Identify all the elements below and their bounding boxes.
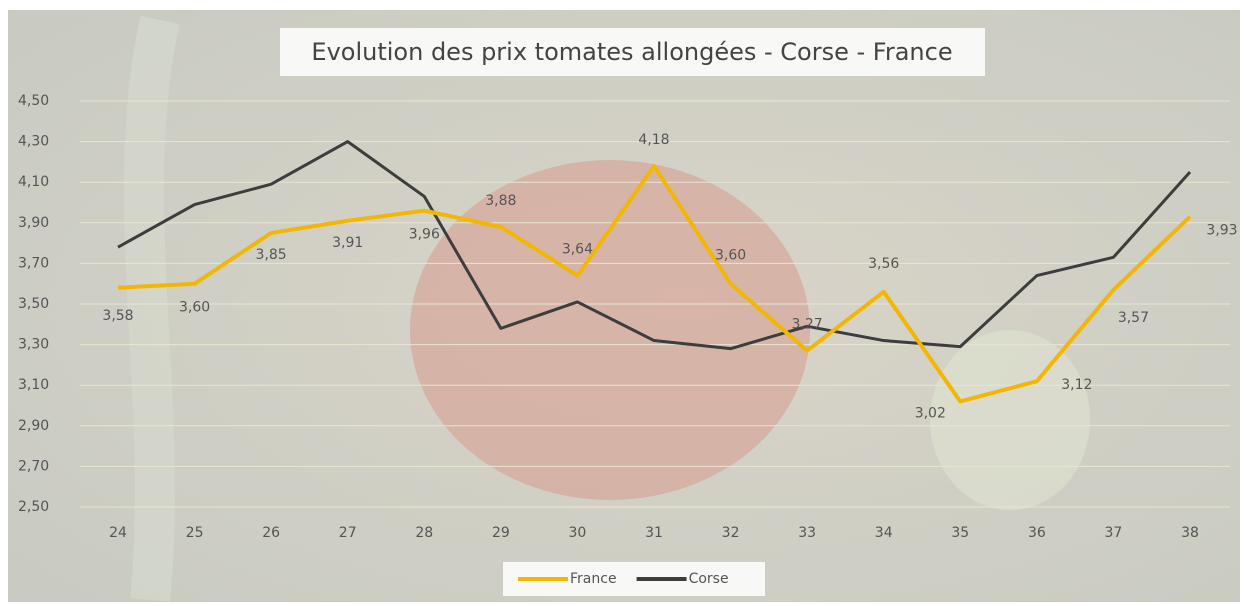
x-tick-label: 38: [1181, 525, 1199, 541]
legend-label: Corse: [689, 571, 729, 587]
legend-label: France: [570, 571, 617, 587]
page: {"chart_data": {"type": "line", "title":…: [0, 0, 1244, 606]
x-tick-label: 33: [798, 525, 816, 541]
data-label: 3,60: [715, 248, 746, 264]
x-tick-label: 32: [722, 525, 740, 541]
y-tick-label: 4,10: [18, 174, 49, 190]
x-tick-label: 24: [109, 525, 127, 541]
data-label: 3,93: [1206, 223, 1237, 239]
y-tick-label: 2,50: [18, 499, 49, 515]
data-label: 3,88: [485, 193, 516, 209]
x-tick-label: 35: [951, 525, 969, 541]
data-label: 3,64: [562, 242, 593, 258]
x-tick-label: 34: [875, 525, 893, 541]
chart-title: Evolution des prix tomates allongées - C…: [311, 38, 952, 66]
y-tick-label: 4,30: [18, 134, 49, 150]
data-label: 3,91: [332, 235, 363, 251]
x-tick-label: 27: [339, 525, 357, 541]
data-label: 3,57: [1118, 310, 1149, 326]
y-tick-label: 2,90: [18, 418, 49, 434]
photo-stem: [144, 20, 160, 600]
data-label: 3,27: [792, 317, 823, 333]
chart: Evolution des prix tomates allongées - C…: [0, 0, 1244, 606]
x-tick-label: 30: [569, 525, 587, 541]
data-label: 3,85: [256, 247, 287, 263]
x-tick-label: 25: [186, 525, 204, 541]
data-label: 3,60: [179, 300, 210, 316]
photo-tomato-small: [930, 330, 1090, 510]
y-tick-label: 3,70: [18, 255, 49, 271]
data-label: 3,58: [102, 308, 133, 324]
y-tick-label: 3,90: [18, 215, 49, 231]
photo-tomato: [410, 160, 810, 500]
x-tick-label: 28: [415, 525, 433, 541]
y-tick-label: 3,50: [18, 296, 49, 312]
x-tick-label: 26: [262, 525, 280, 541]
y-tick-label: 4,50: [18, 93, 49, 109]
x-tick-label: 37: [1105, 525, 1123, 541]
data-label: 3,02: [915, 405, 946, 421]
data-label: 3,96: [409, 227, 440, 243]
y-tick-label: 3,30: [18, 337, 49, 353]
x-tick-label: 36: [1028, 525, 1046, 541]
data-label: 3,56: [868, 256, 899, 272]
x-tick-label: 31: [645, 525, 663, 541]
data-label: 4,18: [638, 132, 669, 148]
y-tick-label: 2,70: [18, 458, 49, 474]
x-tick-label: 29: [492, 525, 510, 541]
y-tick-label: 3,10: [18, 377, 49, 393]
data-label: 3,12: [1061, 377, 1092, 393]
